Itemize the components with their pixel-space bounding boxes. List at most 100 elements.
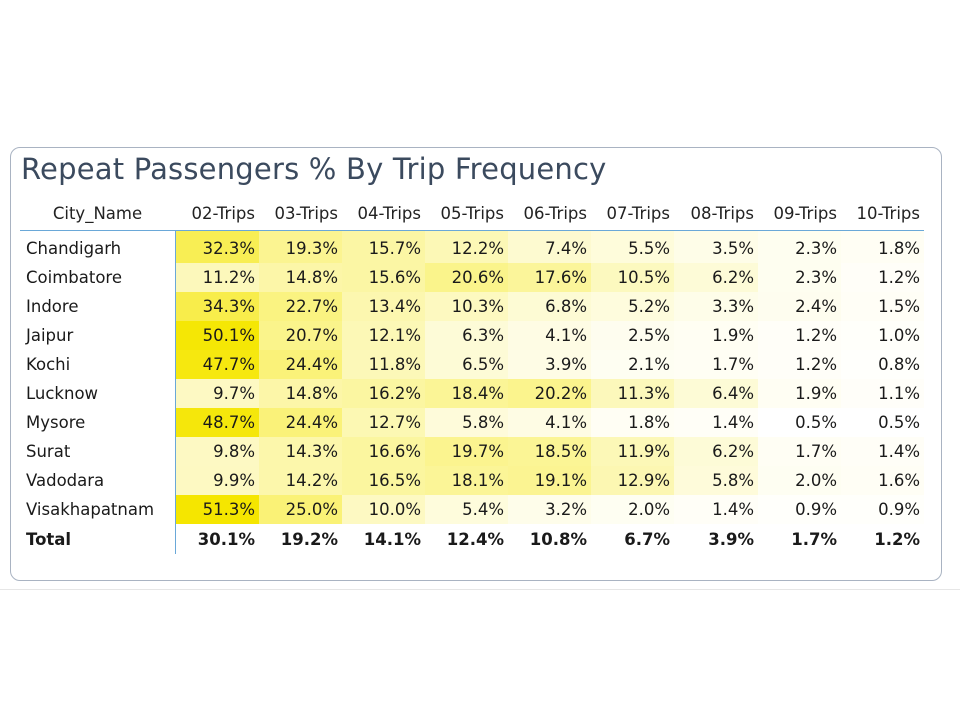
heatmap-cell[interactable]: 0.9% bbox=[841, 495, 924, 524]
heatmap-cell[interactable]: 11.2% bbox=[175, 263, 259, 292]
row-label-lucknow[interactable]: Lucknow bbox=[20, 379, 176, 408]
heatmap-cell[interactable]: 16.2% bbox=[342, 379, 425, 408]
heatmap-cell[interactable]: 7.4% bbox=[508, 230, 591, 263]
heatmap-cell[interactable]: 5.8% bbox=[425, 408, 508, 437]
row-label-kochi[interactable]: Kochi bbox=[20, 350, 176, 379]
heatmap-cell[interactable]: 6.5% bbox=[425, 350, 508, 379]
heatmap-cell[interactable]: 1.0% bbox=[841, 321, 924, 350]
heatmap-cell[interactable]: 1.4% bbox=[674, 408, 758, 437]
heatmap-cell[interactable]: 19.7% bbox=[425, 437, 508, 466]
heatmap-cell[interactable]: 12.9% bbox=[591, 466, 674, 495]
heatmap-cell[interactable]: 10.0% bbox=[342, 495, 425, 524]
column-header-08-trips[interactable]: 08-Trips bbox=[674, 198, 758, 231]
heatmap-cell[interactable]: 1.7% bbox=[758, 437, 841, 466]
heatmap-cell[interactable]: 5.4% bbox=[425, 495, 508, 524]
heatmap-cell[interactable]: 2.4% bbox=[758, 292, 841, 321]
heatmap-cell[interactable]: 18.5% bbox=[508, 437, 591, 466]
heatmap-cell[interactable]: 1.9% bbox=[674, 321, 758, 350]
heatmap-cell[interactable]: 3.5% bbox=[674, 230, 758, 263]
heatmap-cell[interactable]: 2.5% bbox=[591, 321, 674, 350]
heatmap-cell[interactable]: 34.3% bbox=[175, 292, 259, 321]
heatmap-cell[interactable]: 17.6% bbox=[508, 263, 591, 292]
heatmap-cell[interactable]: 1.2% bbox=[758, 321, 841, 350]
heatmap-cell[interactable]: 19.1% bbox=[508, 466, 591, 495]
heatmap-cell[interactable]: 3.3% bbox=[674, 292, 758, 321]
heatmap-cell[interactable]: 10.5% bbox=[591, 263, 674, 292]
row-label-indore[interactable]: Indore bbox=[20, 292, 176, 321]
heatmap-cell[interactable]: 0.9% bbox=[758, 495, 841, 524]
heatmap-cell[interactable]: 14.8% bbox=[259, 263, 342, 292]
heatmap-cell[interactable]: 15.6% bbox=[342, 263, 425, 292]
heatmap-cell[interactable]: 6.8% bbox=[508, 292, 591, 321]
row-label-vadodara[interactable]: Vadodara bbox=[20, 466, 176, 495]
heatmap-cell[interactable]: 1.1% bbox=[841, 379, 924, 408]
heatmap-cell[interactable]: 10.3% bbox=[425, 292, 508, 321]
heatmap-cell[interactable]: 1.9% bbox=[758, 379, 841, 408]
heatmap-cell[interactable]: 16.5% bbox=[342, 466, 425, 495]
heatmap-cell[interactable]: 16.6% bbox=[342, 437, 425, 466]
heatmap-cell[interactable]: 12.2% bbox=[425, 230, 508, 263]
heatmap-cell[interactable]: 48.7% bbox=[175, 408, 259, 437]
matrix-visual-card[interactable]: Repeat Passengers % By Trip Frequency Ci… bbox=[10, 147, 942, 581]
heatmap-cell[interactable]: 47.7% bbox=[175, 350, 259, 379]
row-label-jaipur[interactable]: Jaipur bbox=[20, 321, 176, 350]
heatmap-cell[interactable]: 5.5% bbox=[591, 230, 674, 263]
heatmap-cell[interactable]: 0.5% bbox=[841, 408, 924, 437]
heatmap-cell[interactable]: 24.4% bbox=[259, 408, 342, 437]
heatmap-cell[interactable]: 18.1% bbox=[425, 466, 508, 495]
heatmap-cell[interactable]: 3.9% bbox=[508, 350, 591, 379]
heatmap-cell[interactable]: 20.6% bbox=[425, 263, 508, 292]
heatmap-cell[interactable]: 11.3% bbox=[591, 379, 674, 408]
row-label-mysore[interactable]: Mysore bbox=[20, 408, 176, 437]
heatmap-cell[interactable]: 24.4% bbox=[259, 350, 342, 379]
heatmap-cell[interactable]: 6.2% bbox=[674, 437, 758, 466]
row-label-chandigarh[interactable]: Chandigarh bbox=[20, 230, 176, 263]
heatmap-cell[interactable]: 9.7% bbox=[175, 379, 259, 408]
heatmap-cell[interactable]: 51.3% bbox=[175, 495, 259, 524]
heatmap-cell[interactable]: 4.1% bbox=[508, 321, 591, 350]
heatmap-cell[interactable]: 20.2% bbox=[508, 379, 591, 408]
column-header-04-trips[interactable]: 04-Trips bbox=[342, 198, 425, 231]
heatmap-cell[interactable]: 12.7% bbox=[342, 408, 425, 437]
column-header-02-trips[interactable]: 02-Trips bbox=[175, 198, 259, 231]
heatmap-cell[interactable]: 1.7% bbox=[674, 350, 758, 379]
heatmap-cell[interactable]: 1.2% bbox=[758, 350, 841, 379]
heatmap-cell[interactable]: 14.2% bbox=[259, 466, 342, 495]
column-header-07-trips[interactable]: 07-Trips bbox=[591, 198, 674, 231]
heatmap-cell[interactable]: 1.8% bbox=[591, 408, 674, 437]
heatmap-cell[interactable]: 50.1% bbox=[175, 321, 259, 350]
row-label-surat[interactable]: Surat bbox=[20, 437, 176, 466]
heatmap-cell[interactable]: 4.1% bbox=[508, 408, 591, 437]
heatmap-cell[interactable]: 1.5% bbox=[841, 292, 924, 321]
heatmap-cell[interactable]: 0.8% bbox=[841, 350, 924, 379]
heatmap-cell[interactable]: 3.2% bbox=[508, 495, 591, 524]
heatmap-cell[interactable]: 2.0% bbox=[591, 495, 674, 524]
row-label-visakhapatnam[interactable]: Visakhapatnam bbox=[20, 495, 176, 524]
heatmap-cell[interactable]: 25.0% bbox=[259, 495, 342, 524]
heatmap-cell[interactable]: 0.5% bbox=[758, 408, 841, 437]
row-label-coimbatore[interactable]: Coimbatore bbox=[20, 263, 176, 292]
column-header-09-trips[interactable]: 09-Trips bbox=[758, 198, 841, 231]
heatmap-cell[interactable]: 5.2% bbox=[591, 292, 674, 321]
column-header-06-trips[interactable]: 06-Trips bbox=[508, 198, 591, 231]
heatmap-cell[interactable]: 11.9% bbox=[591, 437, 674, 466]
heatmap-cell[interactable]: 1.4% bbox=[674, 495, 758, 524]
column-header-city-name[interactable]: City_Name bbox=[20, 198, 175, 231]
heatmap-cell[interactable]: 22.7% bbox=[259, 292, 342, 321]
heatmap-cell[interactable]: 12.1% bbox=[342, 321, 425, 350]
heatmap-cell[interactable]: 19.3% bbox=[259, 230, 342, 263]
heatmap-cell[interactable]: 6.2% bbox=[674, 263, 758, 292]
heatmap-cell[interactable]: 13.4% bbox=[342, 292, 425, 321]
heatmap-cell[interactable]: 1.2% bbox=[841, 263, 924, 292]
heatmap-cell[interactable]: 5.8% bbox=[674, 466, 758, 495]
heatmap-cell[interactable]: 9.9% bbox=[175, 466, 259, 495]
heatmap-cell[interactable]: 11.8% bbox=[342, 350, 425, 379]
heatmap-cell[interactable]: 14.8% bbox=[259, 379, 342, 408]
heatmap-cell[interactable]: 2.3% bbox=[758, 263, 841, 292]
heatmap-cell[interactable]: 20.7% bbox=[259, 321, 342, 350]
heatmap-cell[interactable]: 2.3% bbox=[758, 230, 841, 263]
heatmap-cell[interactable]: 2.0% bbox=[758, 466, 841, 495]
heatmap-cell[interactable]: 14.3% bbox=[259, 437, 342, 466]
heatmap-cell[interactable]: 1.8% bbox=[841, 230, 924, 263]
heatmap-cell[interactable]: 1.4% bbox=[841, 437, 924, 466]
